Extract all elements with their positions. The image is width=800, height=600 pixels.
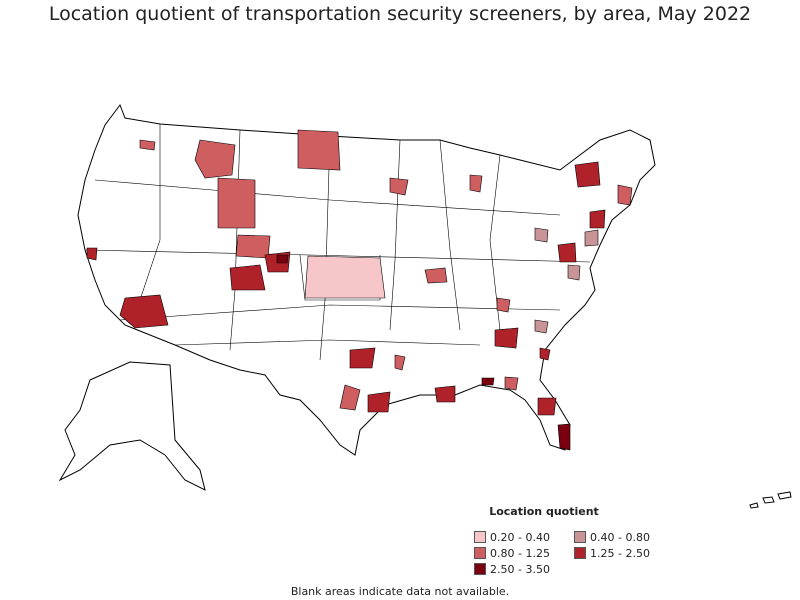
shaded-areas	[86, 129, 633, 451]
legend-label-3: 1.25 - 2.50	[590, 547, 650, 560]
legend-label-1: 0.40 - 0.80	[590, 531, 650, 544]
legend-swatch-1	[574, 531, 586, 543]
legend: Location quotient 0.20 - 0.40 0.40 - 0.8…	[474, 505, 674, 576]
legend-label-0: 0.20 - 0.40	[490, 531, 550, 544]
legend-label-4: 2.50 - 3.50	[490, 563, 550, 576]
map-title: Location quotient of transportation secu…	[48, 3, 752, 25]
legend-title: Location quotient	[489, 505, 599, 518]
legend-item-1: 0.40 - 0.80	[574, 531, 650, 544]
legend-item-4: 2.50 - 3.50	[474, 563, 550, 576]
us-choropleth-map	[58, 103, 792, 509]
alaska-outline	[58, 361, 206, 491]
legend-label-2: 0.80 - 1.25	[490, 547, 550, 560]
legend-item-3: 1.25 - 2.50	[574, 547, 650, 560]
legend-swatch-4	[474, 563, 486, 575]
hawaii-islands	[749, 491, 792, 509]
legend-swatch-3	[574, 547, 586, 559]
data-note: Blank areas indicate data not available.	[290, 585, 510, 598]
legend-swatch-0	[474, 531, 486, 543]
legend-swatch-2	[474, 547, 486, 559]
legend-item-0: 0.20 - 0.40	[474, 531, 550, 544]
legend-item-2: 0.80 - 1.25	[474, 547, 550, 560]
